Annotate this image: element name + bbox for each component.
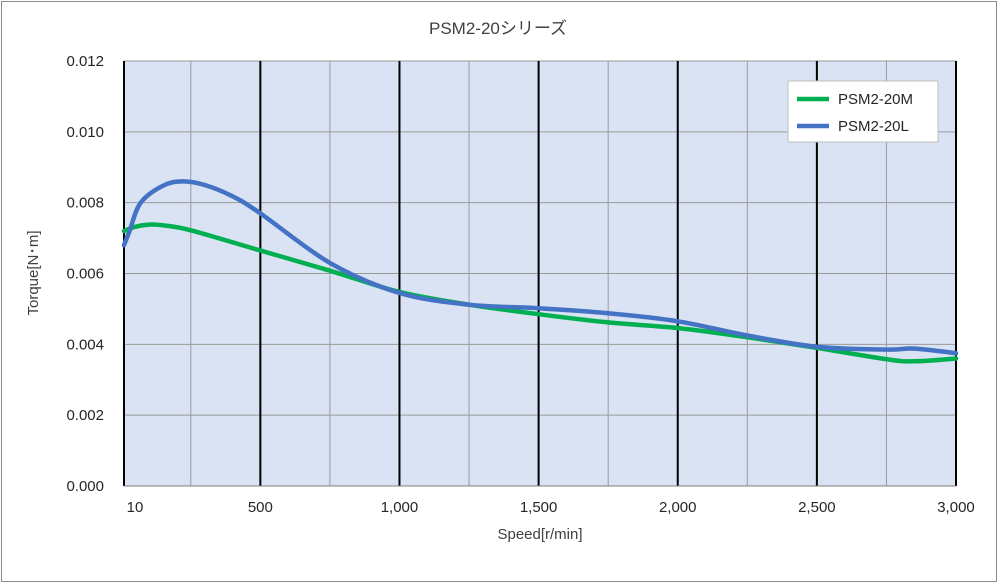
y-tick-label: 0.010 (66, 124, 104, 141)
x-tick-label: 500 (248, 499, 273, 516)
x-tick-label: 1,000 (381, 499, 419, 516)
legend-box (787, 80, 939, 143)
x-tick-label: 2,000 (659, 499, 697, 516)
x-tick-label: 2,500 (798, 499, 836, 516)
x-tick-label: 1,500 (520, 499, 558, 516)
legend-label: PSM2-20L (838, 118, 909, 135)
legend-label: PSM2-20M (838, 91, 913, 108)
x-tick-label: 3,000 (937, 499, 975, 516)
legend: PSM2-20M PSM2-20L (787, 80, 939, 143)
y-tick-label: 0.004 (66, 336, 104, 353)
y-tick-label: 0.000 (66, 478, 104, 495)
x-axis-label: Speed[r/min] (497, 526, 582, 543)
x-tick-label: 10 (127, 499, 144, 516)
y-axis-label: Torque[N･m] (25, 230, 42, 315)
chart-title: PSM2-20シリーズ (429, 19, 567, 38)
y-tick-label: 0.006 (66, 266, 104, 283)
series-line-psm2-20l (121, 179, 959, 356)
y-tick-label: 0.002 (66, 407, 104, 424)
y-tick-label: 0.008 (66, 195, 104, 212)
y-tick-label: 0.012 (66, 53, 104, 70)
